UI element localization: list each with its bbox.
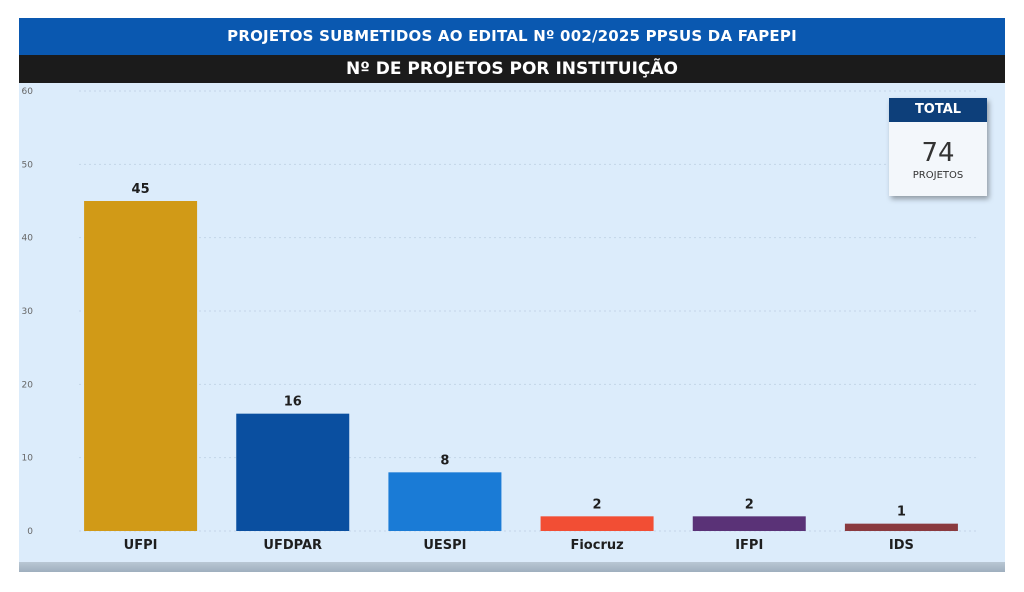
y-axis-ticks: 0 10 20 30 40 50 60 <box>22 87 34 537</box>
category-label-uespi: UESPI <box>423 538 466 553</box>
category-label-ufdpar: UFDPAR <box>263 538 322 553</box>
page-title: PROJETOS SUBMETIDOS AO EDITAL Nº 002/202… <box>19 18 1005 55</box>
data-label-fiocruz: 2 <box>593 497 602 512</box>
y-tick-label: 50 <box>22 160 34 170</box>
y-tick-label: 60 <box>22 87 34 97</box>
category-label-ufpi: UFPI <box>124 538 158 553</box>
bar-ufpi[interactable] <box>84 201 198 531</box>
total-card-unit: PROJETOS <box>912 170 964 181</box>
data-label-ufdpar: 16 <box>284 395 302 410</box>
bars <box>84 201 958 531</box>
gridlines <box>79 90 977 532</box>
category-label-fiocruz: Fiocruz <box>570 538 623 553</box>
dashboard-panel: PROJETOS SUBMETIDOS AO EDITAL Nº 002/202… <box>19 18 1005 572</box>
data-labels: 45 16 8 2 2 1 <box>132 182 906 520</box>
total-card: TOTAL 74 PROJETOS <box>889 98 987 196</box>
y-tick-label: 0 <box>27 527 33 537</box>
data-label-uespi: 8 <box>440 453 449 468</box>
y-tick-label: 40 <box>22 234 34 244</box>
bar-ids[interactable] <box>844 523 958 531</box>
data-label-ufpi: 45 <box>132 182 150 197</box>
data-label-ifpi: 2 <box>745 497 754 512</box>
category-label-ids: IDS <box>889 538 914 553</box>
chart-title: Nº DE PROJETOS POR INSTITUIÇÃO <box>19 55 1005 83</box>
category-label-ifpi: IFPI <box>735 538 763 553</box>
bar-uespi[interactable] <box>388 472 502 531</box>
bar-ifpi[interactable] <box>692 516 806 531</box>
y-tick-label: 20 <box>22 380 34 390</box>
y-tick-label: 10 <box>22 454 34 464</box>
data-label-ids: 1 <box>897 505 906 520</box>
y-tick-label: 30 <box>22 307 34 317</box>
bar-ufdpar[interactable] <box>236 413 350 531</box>
bar-chart: 0 10 20 30 40 50 60 45 16 8 2 2 1 UFPI UFDPAR UESPI Fi… <box>22 87 977 553</box>
total-card-value: 74 <box>921 138 955 168</box>
bottom-scrollbar <box>19 562 1005 572</box>
bar-fiocruz[interactable] <box>540 516 654 531</box>
category-labels: UFPI UFDPAR UESPI Fiocruz IFPI IDS <box>124 538 914 553</box>
total-card-label: TOTAL <box>889 98 987 122</box>
